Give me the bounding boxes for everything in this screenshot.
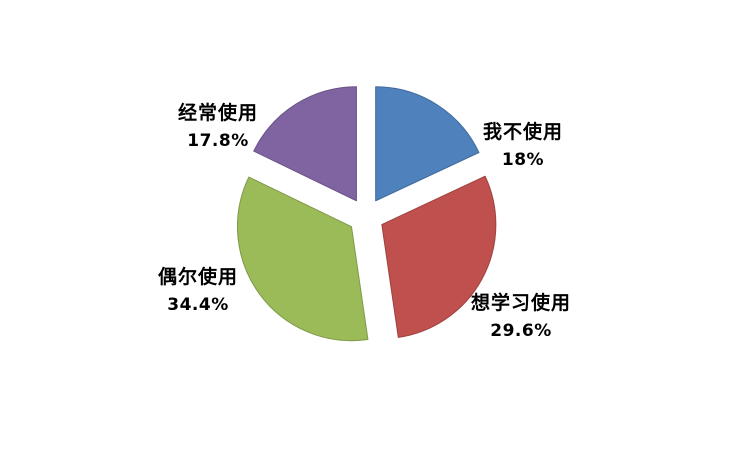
pie-slice-3 <box>253 86 357 202</box>
slice-label-block: 想学习使用 29.6% <box>446 290 596 345</box>
slice-name: 经常使用 <box>177 102 258 124</box>
slice-percentage: 18% <box>501 150 545 170</box>
slice-name: 我不使用 <box>482 121 563 143</box>
slice-percentage: 17.8% <box>187 131 249 151</box>
pie-slice-0 <box>375 86 480 202</box>
slice-name: 偶尔使用 <box>157 266 238 288</box>
slice-percentage: 29.6% <box>490 321 552 341</box>
slice-label-block: 我不使用 18% <box>448 119 598 174</box>
pie-slice-1 <box>381 175 497 338</box>
slice-label-block: 经常使用 17.8% <box>143 100 293 155</box>
slice-name: 想学习使用 <box>470 292 571 314</box>
slice-label-block: 偶尔使用 34.4% <box>123 264 273 319</box>
pie-slice-2 <box>236 176 369 342</box>
slice-percentage: 34.4% <box>167 295 229 315</box>
